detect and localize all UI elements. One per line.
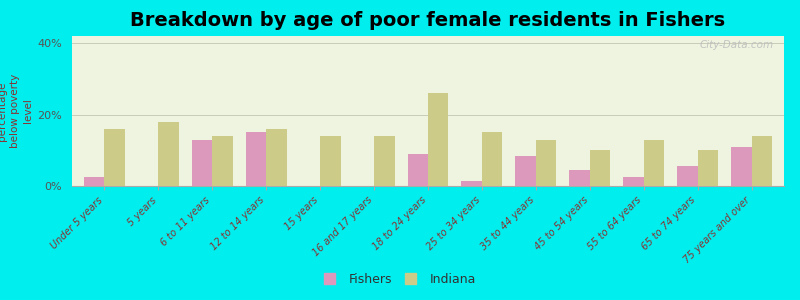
Bar — [374, 136, 394, 186]
Bar — [590, 150, 610, 186]
Bar — [212, 136, 233, 186]
Bar — [570, 170, 590, 186]
Title: Breakdown by age of poor female residents in Fishers: Breakdown by age of poor female resident… — [130, 11, 726, 30]
Text: City-Data.com: City-Data.com — [699, 40, 774, 50]
Bar — [428, 93, 449, 186]
Bar — [623, 177, 644, 186]
Bar — [731, 147, 752, 186]
Bar — [752, 136, 772, 186]
Bar — [104, 129, 125, 186]
Bar — [192, 140, 212, 186]
Y-axis label: percentage
below poverty
level: percentage below poverty level — [0, 74, 34, 148]
Bar — [84, 177, 104, 186]
Bar — [462, 181, 482, 186]
Bar — [320, 136, 341, 186]
Bar — [246, 132, 266, 186]
Bar — [266, 129, 286, 186]
Bar — [698, 150, 718, 186]
Bar — [515, 156, 536, 186]
Bar — [536, 140, 556, 186]
Legend: Fishers, Indiana: Fishers, Indiana — [319, 268, 481, 291]
Bar — [158, 122, 179, 186]
Bar — [677, 167, 698, 186]
Bar — [482, 132, 502, 186]
Bar — [407, 154, 428, 186]
Bar — [644, 140, 664, 186]
